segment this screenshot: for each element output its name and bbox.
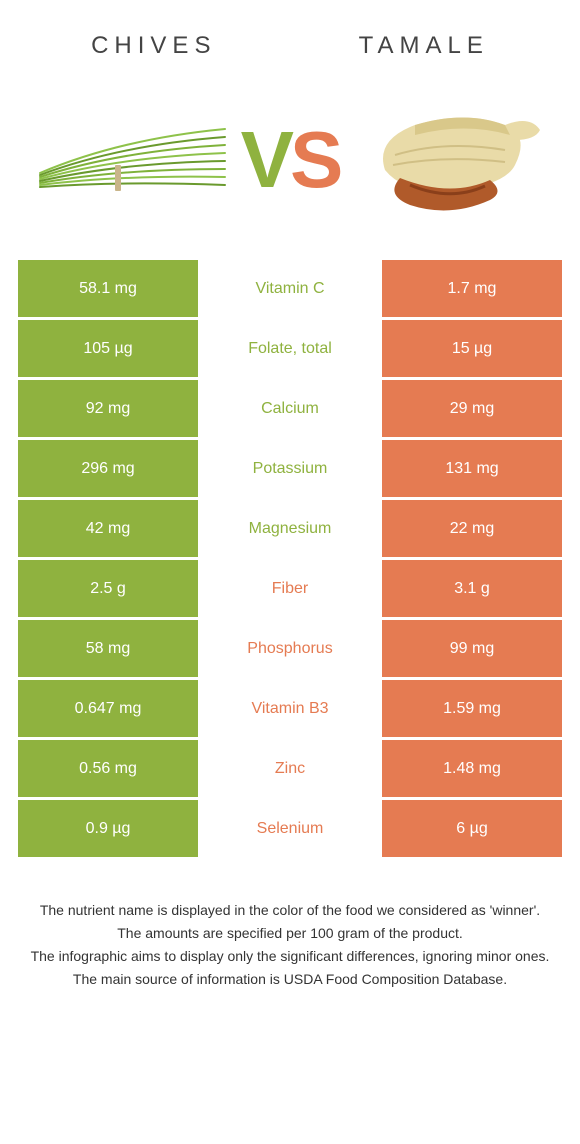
table-row: 105 µgFolate, total15 µg — [18, 320, 562, 380]
left-value-cell: 2.5 g — [18, 560, 198, 617]
chives-icon — [30, 115, 230, 205]
hero-row: VS — [0, 70, 580, 260]
vs-label: VS — [241, 120, 340, 200]
left-value-cell: 92 mg — [18, 380, 198, 437]
table-row: 296 mgPotassium131 mg — [18, 440, 562, 500]
nutrient-name-cell: Fiber — [198, 560, 382, 617]
left-value-cell: 58.1 mg — [18, 260, 198, 317]
right-value-cell: 1.59 mg — [382, 680, 562, 737]
nutrient-name-cell: Zinc — [198, 740, 382, 797]
left-value-cell: 0.9 µg — [18, 800, 198, 857]
left-value-cell: 58 mg — [18, 620, 198, 677]
footer-notes: The nutrient name is displayed in the co… — [0, 860, 580, 1012]
nutrient-name-cell: Magnesium — [198, 500, 382, 557]
right-value-cell: 15 µg — [382, 320, 562, 377]
table-row: 2.5 gFiber3.1 g — [18, 560, 562, 620]
left-value-cell: 0.56 mg — [18, 740, 198, 797]
right-value-cell: 29 mg — [382, 380, 562, 437]
chives-image — [30, 100, 230, 220]
nutrient-name-cell: Selenium — [198, 800, 382, 857]
footer-line: The nutrient name is displayed in the co… — [30, 900, 550, 921]
left-food-title: CHIVES — [91, 32, 216, 60]
table-row: 92 mgCalcium29 mg — [18, 380, 562, 440]
left-value-cell: 105 µg — [18, 320, 198, 377]
right-food-title: TAMALE — [359, 32, 489, 60]
tamale-image — [350, 100, 550, 220]
table-row: 0.647 mgVitamin B31.59 mg — [18, 680, 562, 740]
table-row: 0.56 mgZinc1.48 mg — [18, 740, 562, 800]
footer-line: The infographic aims to display only the… — [30, 946, 550, 967]
table-row: 58.1 mgVitamin C1.7 mg — [18, 260, 562, 320]
right-value-cell: 1.48 mg — [382, 740, 562, 797]
right-value-cell: 22 mg — [382, 500, 562, 557]
right-value-cell: 6 µg — [382, 800, 562, 857]
table-row: 58 mgPhosphorus99 mg — [18, 620, 562, 680]
nutrient-name-cell: Potassium — [198, 440, 382, 497]
left-value-cell: 0.647 mg — [18, 680, 198, 737]
right-value-cell: 131 mg — [382, 440, 562, 497]
header: CHIVES TAMALE — [0, 0, 580, 70]
tamale-icon — [355, 100, 545, 220]
nutrient-name-cell: Vitamin B3 — [198, 680, 382, 737]
nutrient-name-cell: Calcium — [198, 380, 382, 437]
left-value-cell: 296 mg — [18, 440, 198, 497]
vs-s: S — [290, 115, 339, 204]
left-value-cell: 42 mg — [18, 500, 198, 557]
nutrient-name-cell: Vitamin C — [198, 260, 382, 317]
footer-line: The main source of information is USDA F… — [30, 969, 550, 990]
right-value-cell: 3.1 g — [382, 560, 562, 617]
nutrient-table: 58.1 mgVitamin C1.7 mg105 µgFolate, tota… — [0, 260, 580, 860]
table-row: 0.9 µgSelenium6 µg — [18, 800, 562, 860]
right-value-cell: 1.7 mg — [382, 260, 562, 317]
right-value-cell: 99 mg — [382, 620, 562, 677]
nutrient-name-cell: Folate, total — [198, 320, 382, 377]
vs-v: V — [241, 115, 290, 204]
nutrient-name-cell: Phosphorus — [198, 620, 382, 677]
table-row: 42 mgMagnesium22 mg — [18, 500, 562, 560]
footer-line: The amounts are specified per 100 gram o… — [30, 923, 550, 944]
